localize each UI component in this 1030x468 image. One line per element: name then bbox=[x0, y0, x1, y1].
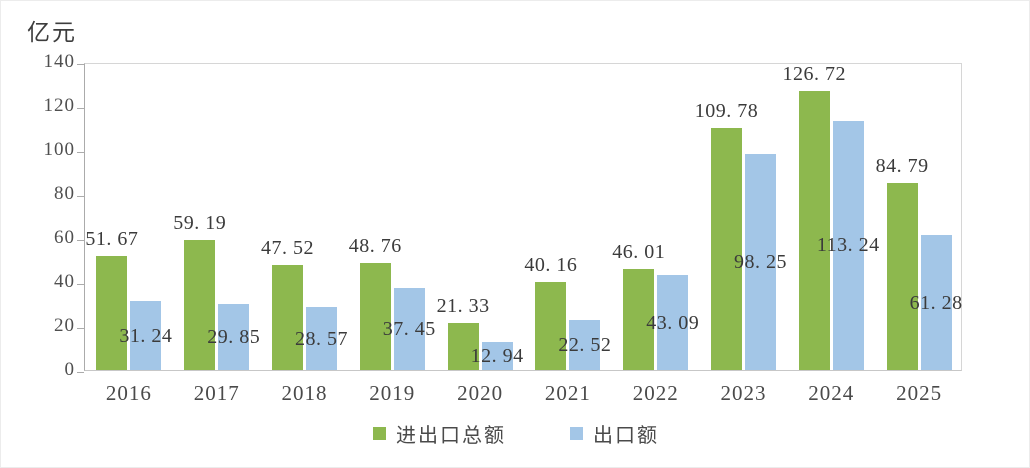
bar-export-2021 bbox=[569, 320, 601, 370]
y-axis-title: 亿元 bbox=[27, 20, 77, 45]
value-label-total-2024: 126. 72 bbox=[782, 63, 847, 86]
value-label-export-2020: 12. 94 bbox=[470, 344, 524, 367]
x-tick-label-2021: 2021 bbox=[544, 381, 591, 405]
plot-area: 51. 67 31. 24 2016 59. 19 29. 85 2017 47. 52 28… bbox=[77, 63, 963, 405]
y-tick-mark bbox=[77, 372, 84, 373]
value-label-total-2021: 40. 16 bbox=[524, 253, 578, 276]
x-tick-label-2025: 2025 bbox=[896, 381, 943, 405]
y-tick-mark bbox=[77, 152, 84, 153]
bar-export-2018 bbox=[305, 307, 337, 370]
y-tick-mark bbox=[77, 108, 84, 109]
bar-export-2019 bbox=[393, 287, 425, 370]
bar-export-2023 bbox=[744, 153, 776, 370]
bar-group-2019: 48. 76 37. 45 2019 bbox=[348, 64, 436, 405]
bar-group-2018: 47. 52 28. 57 2018 bbox=[261, 64, 349, 405]
y-tick-label: 0 bbox=[64, 359, 75, 380]
y-tick-mark bbox=[77, 196, 84, 197]
bar-total-2018 bbox=[271, 265, 303, 370]
y-tick-label: 60 bbox=[54, 227, 75, 248]
x-tick-label-2016: 2016 bbox=[105, 381, 152, 405]
bar-total-2019 bbox=[359, 262, 391, 370]
bar-export-2024 bbox=[832, 120, 864, 370]
bar-export-2020 bbox=[481, 341, 513, 370]
value-label-export-2018: 28. 57 bbox=[294, 327, 348, 350]
bar-group-2023: 109. 78 98. 25 2023 bbox=[695, 64, 788, 405]
bar-group-2024: 126. 72 113. 24 2024 bbox=[783, 63, 880, 405]
y-tick-label: 100 bbox=[43, 139, 75, 160]
bar-group-2025: 84. 79 61. 28 2025 bbox=[875, 64, 963, 405]
bar-export-2025 bbox=[920, 235, 952, 370]
bar-total-2023 bbox=[710, 128, 742, 370]
x-tick-label-2020: 2020 bbox=[457, 381, 504, 405]
bar-export-2022 bbox=[657, 275, 689, 370]
legend-label-total: 进出口总额 bbox=[396, 425, 506, 447]
bar-export-2016 bbox=[130, 301, 162, 370]
value-label-export-2017: 29. 85 bbox=[207, 326, 261, 349]
bar-group-2020: 21. 33 12. 94 2020 bbox=[436, 64, 524, 405]
x-tick-label-2022: 2022 bbox=[632, 381, 679, 405]
y-tick-mark bbox=[77, 64, 84, 65]
value-label-total-2025: 84. 79 bbox=[875, 155, 929, 178]
value-label-export-2024: 113. 24 bbox=[816, 234, 880, 257]
bar-total-2017 bbox=[184, 239, 216, 370]
value-label-export-2023: 98. 25 bbox=[733, 250, 787, 273]
value-label-total-2018: 47. 52 bbox=[261, 237, 314, 260]
value-label-export-2025: 61. 28 bbox=[909, 291, 963, 314]
x-tick-label-2024: 2024 bbox=[808, 381, 855, 405]
bar-group-2017: 59. 19 29. 85 2017 bbox=[173, 64, 261, 405]
legend-swatch-export-icon bbox=[570, 427, 583, 440]
legend-swatch-total-icon bbox=[373, 427, 386, 440]
x-tick-label-2023: 2023 bbox=[720, 381, 767, 405]
y-tick-label: 80 bbox=[54, 183, 75, 204]
legend: 进出口总额 出口额 bbox=[1, 419, 1029, 448]
legend-item-total: 进出口总额 bbox=[373, 419, 506, 448]
y-tick-label: 40 bbox=[54, 271, 75, 292]
value-label-total-2016: 51. 67 bbox=[85, 228, 139, 251]
bar-group-2021: 40. 16 22. 52 2021 bbox=[524, 64, 612, 405]
bar-total-2025 bbox=[886, 183, 918, 370]
bar-group-2022: 46. 01 43. 09 2022 bbox=[612, 64, 700, 405]
bar-group-2016: 51. 67 31. 24 2016 bbox=[85, 64, 173, 405]
x-tick-label-2018: 2018 bbox=[281, 381, 328, 405]
y-tick-mark bbox=[77, 240, 84, 241]
value-label-total-2022: 46. 01 bbox=[612, 240, 666, 263]
x-tick-label-2017: 2017 bbox=[193, 381, 240, 405]
y-tick-label: 20 bbox=[54, 315, 75, 336]
value-label-export-2021: 22. 52 bbox=[558, 334, 612, 357]
legend-label-export: 出口额 bbox=[593, 425, 659, 447]
value-label-total-2020: 21. 33 bbox=[436, 295, 490, 318]
value-label-total-2019: 48. 76 bbox=[348, 234, 402, 257]
y-tick-label: 140 bbox=[43, 51, 75, 72]
bar-total-2021 bbox=[535, 281, 567, 370]
value-label-export-2016: 31. 24 bbox=[119, 324, 173, 347]
value-label-export-2022: 43. 09 bbox=[646, 311, 700, 334]
y-tick-mark bbox=[77, 328, 84, 329]
bar-total-2022 bbox=[623, 268, 655, 370]
value-label-export-2019: 37. 45 bbox=[382, 317, 436, 340]
bar-total-2020 bbox=[447, 323, 479, 370]
bar-total-2016 bbox=[96, 256, 128, 370]
bar-total-2024 bbox=[798, 91, 830, 370]
y-tick-label: 120 bbox=[43, 95, 75, 116]
legend-item-export: 出口额 bbox=[570, 419, 659, 448]
value-label-total-2023: 109. 78 bbox=[694, 100, 759, 123]
bar-export-2017 bbox=[218, 304, 250, 370]
x-tick-label-2019: 2019 bbox=[369, 381, 416, 405]
y-tick-mark bbox=[77, 284, 84, 285]
value-label-total-2017: 59. 19 bbox=[173, 211, 227, 234]
